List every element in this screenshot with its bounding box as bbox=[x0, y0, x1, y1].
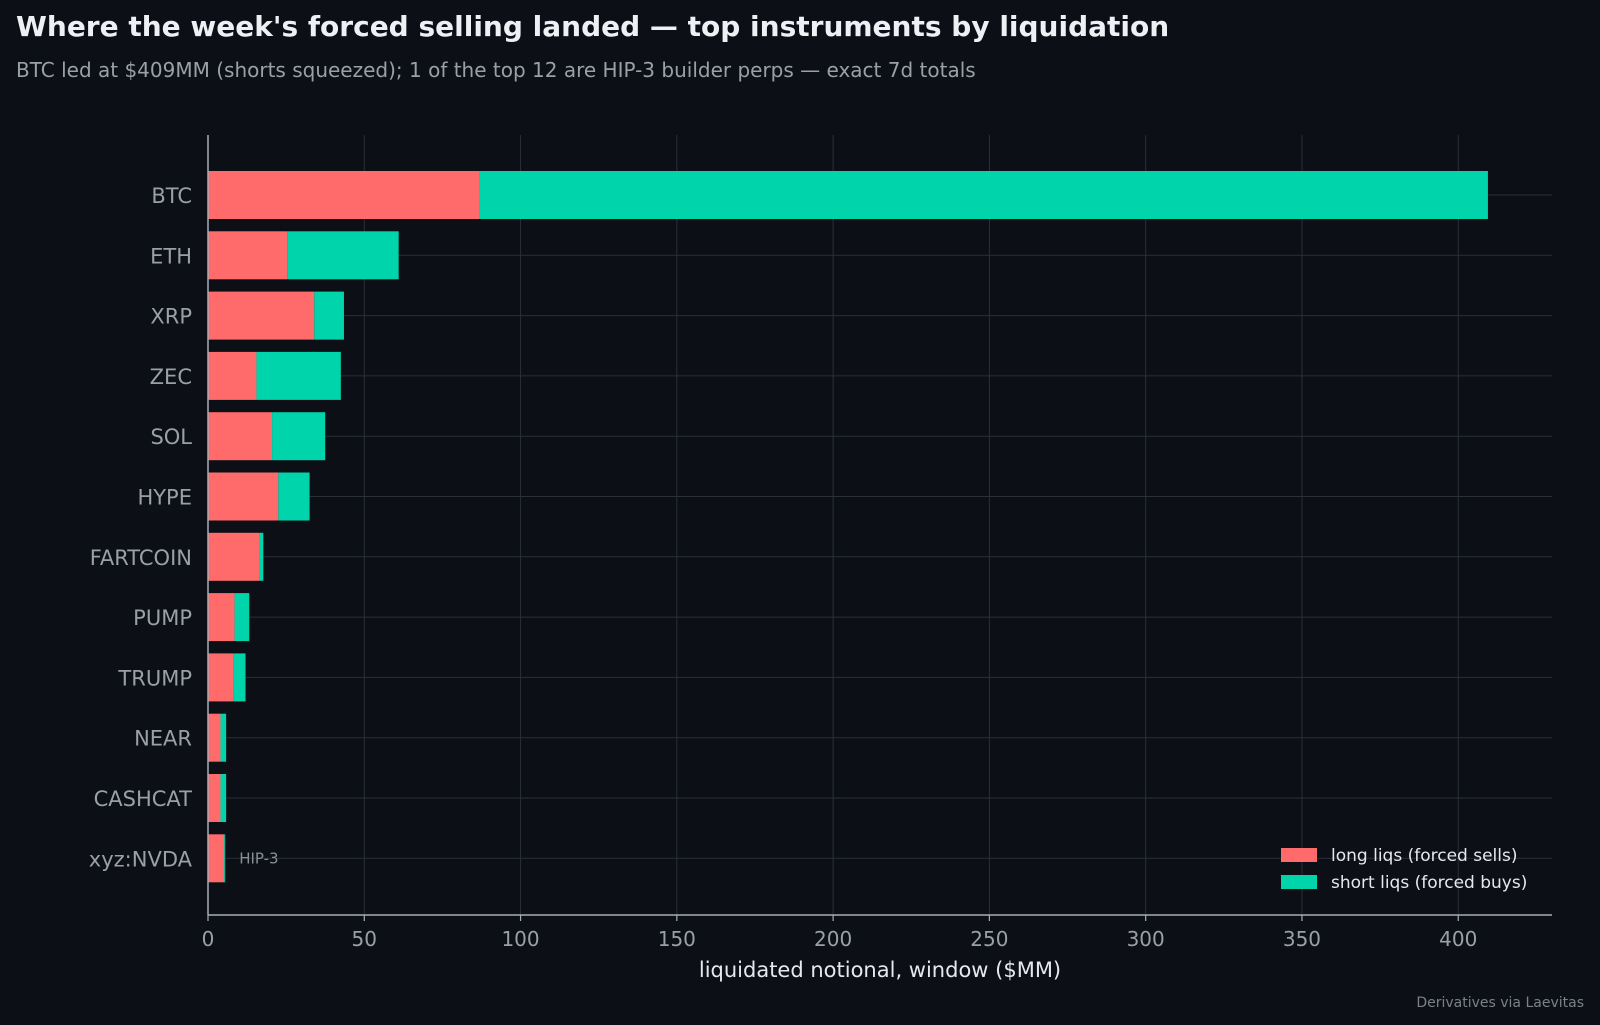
x-tick-label: 0 bbox=[202, 927, 215, 951]
long-liq-bar-eth bbox=[208, 231, 288, 280]
short-liq-bar-sol bbox=[272, 412, 326, 461]
x-tick-label: 200 bbox=[814, 927, 852, 951]
long-liq-bar-trump bbox=[208, 653, 234, 702]
short-liq-bar-hype bbox=[278, 472, 310, 521]
x-tick-label: 350 bbox=[1283, 927, 1321, 951]
y-tick-label: PUMP bbox=[133, 606, 192, 630]
chart-title: Where the week's forced selling landed —… bbox=[16, 10, 1170, 43]
x-tick-label: 50 bbox=[352, 927, 377, 951]
x-tick-label: 100 bbox=[501, 927, 539, 951]
y-tick-label: ZEC bbox=[150, 365, 192, 389]
long-liq-bar-zec bbox=[208, 351, 257, 400]
long-liq-bar-sol bbox=[208, 412, 273, 461]
short-liq-bar-eth bbox=[287, 231, 399, 280]
x-tick-label: 300 bbox=[1127, 927, 1165, 951]
y-tick-label: ETH bbox=[150, 244, 192, 268]
short-liq-bar-zec bbox=[256, 351, 341, 400]
long-liq-bar-xyz-nvda bbox=[208, 834, 225, 883]
legend-label: short liqs (forced buys) bbox=[1331, 873, 1527, 893]
x-tick-label: 250 bbox=[970, 927, 1008, 951]
short-liq-bar-trump bbox=[233, 653, 246, 702]
chart-subtitle: BTC led at $409MM (shorts squeezed); 1 o… bbox=[16, 58, 976, 82]
legend-swatch bbox=[1281, 875, 1317, 889]
y-tick-label: xyz:NVDA bbox=[89, 847, 193, 871]
y-tick-label: TRUMP bbox=[117, 666, 192, 690]
long-liq-bar-fartcoin bbox=[208, 532, 260, 581]
short-liq-bar-cashcat bbox=[220, 774, 227, 822]
y-tick-label: XRP bbox=[150, 305, 192, 329]
short-liq-bar-xrp bbox=[314, 291, 344, 340]
long-liq-bar-hype bbox=[208, 472, 279, 521]
short-liq-bar-pump bbox=[234, 593, 250, 642]
x-axis-label: liquidated notional, window ($MM) bbox=[699, 958, 1061, 982]
x-tick-label: 150 bbox=[658, 927, 696, 951]
y-tick-label: BTC bbox=[151, 184, 192, 208]
y-tick-label: CASHCAT bbox=[94, 787, 193, 811]
legend-swatch bbox=[1281, 848, 1317, 862]
long-liq-bar-btc bbox=[208, 171, 480, 219]
y-tick-label: SOL bbox=[150, 425, 192, 449]
y-tick-label: HYPE bbox=[137, 486, 192, 510]
y-tick-label: FARTCOIN bbox=[90, 546, 192, 570]
long-liq-bar-pump bbox=[208, 593, 235, 642]
long-liq-bar-xrp bbox=[208, 291, 315, 340]
short-liq-bar-btc bbox=[479, 171, 1488, 219]
short-liq-bar-near bbox=[220, 713, 227, 762]
short-liq-bar-fartcoin bbox=[259, 532, 264, 581]
source-credit: Derivatives via Laevitas bbox=[1416, 995, 1584, 1011]
x-tick-label: 400 bbox=[1439, 927, 1477, 951]
long-liq-bar-near bbox=[208, 713, 221, 762]
y-tick-label: NEAR bbox=[134, 727, 192, 751]
short-liq-bar-xyz-nvda bbox=[224, 834, 226, 883]
legend-label: long liqs (forced sells) bbox=[1331, 846, 1517, 866]
long-liq-bar-cashcat bbox=[208, 774, 221, 822]
bar-annotation: HIP-3 bbox=[239, 849, 278, 867]
